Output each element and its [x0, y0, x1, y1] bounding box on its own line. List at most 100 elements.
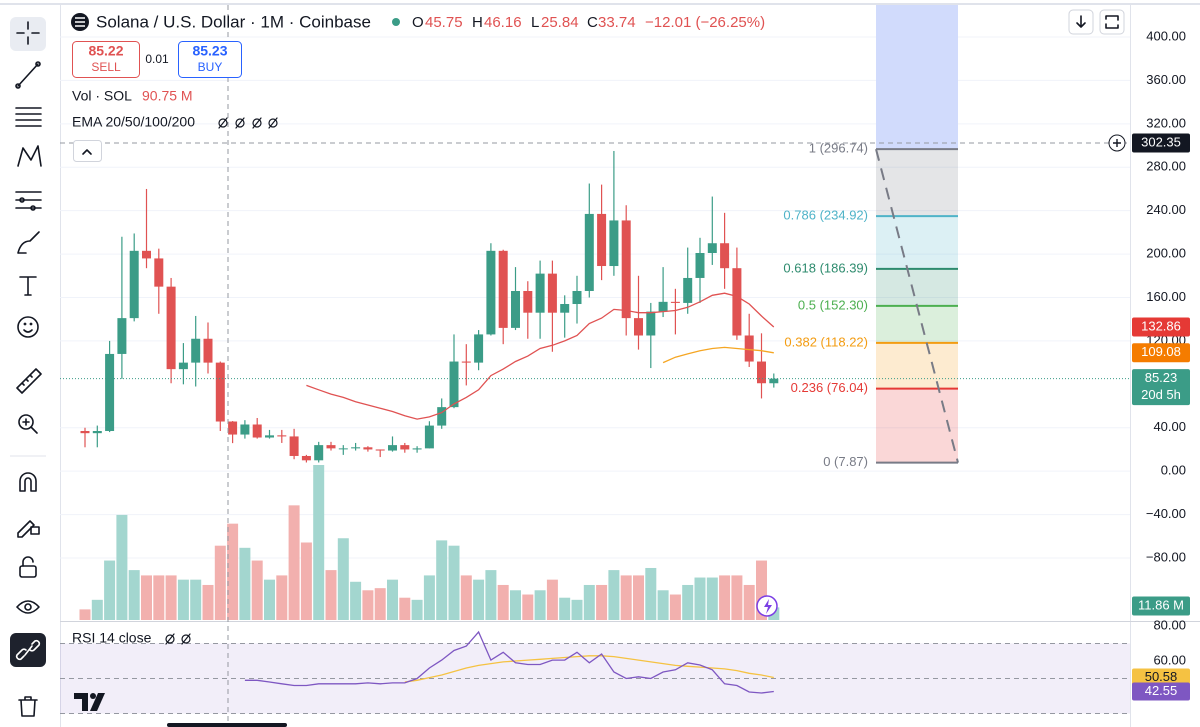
price-label: 109.08 — [1141, 344, 1181, 359]
price-label: 85.23 — [1145, 370, 1178, 385]
volume-bar — [460, 575, 472, 620]
sell-button[interactable] — [72, 41, 140, 78]
delete-tool[interactable] — [18, 696, 38, 717]
candle-body — [166, 286, 176, 370]
volume-bar — [608, 570, 620, 620]
download-icon — [1076, 15, 1086, 28]
candle-body — [597, 213, 607, 267]
fib-tool[interactable] — [15, 107, 42, 127]
volume-bar — [79, 609, 91, 620]
magnet-tool[interactable] — [19, 472, 37, 492]
volume-bar — [485, 570, 497, 620]
ema-legend: EMA 20/50/100/200 — [72, 114, 195, 130]
price-label-bg — [1132, 133, 1190, 153]
candle-body — [474, 334, 484, 363]
candle-body — [621, 220, 631, 319]
volume-bar — [202, 584, 214, 620]
logo-part — [90, 693, 105, 711]
volume-bar — [682, 584, 694, 620]
volume-bar — [633, 575, 644, 620]
ohlc-value: 46.16 — [484, 14, 522, 31]
link-tool[interactable] — [15, 639, 41, 661]
volume-bar — [177, 579, 189, 620]
volume-bar — [559, 597, 571, 620]
sell-label: SELL — [91, 60, 121, 74]
buy-button[interactable] — [178, 41, 242, 78]
candle-body — [326, 445, 336, 449]
candle-body — [154, 258, 164, 287]
scrollbar[interactable] — [167, 723, 287, 727]
rsi-hidden-icons[interactable] — [165, 633, 191, 645]
volume-bar — [522, 594, 534, 620]
text-tool[interactable] — [19, 276, 37, 296]
candle-body — [191, 338, 201, 363]
y-tick-label: 0.00 — [1161, 463, 1186, 478]
indicator-legends: Vol · SOL 90.75 M EMA 20/50/100/200 RSI … — [72, 88, 278, 646]
fib-label: 0.618 (186.39) — [783, 260, 868, 275]
volume-bar — [756, 560, 767, 620]
lock-draw-tool[interactable] — [17, 520, 40, 538]
brush-tool[interactable] — [17, 231, 40, 254]
volume-bar — [510, 590, 521, 620]
candle-body — [461, 361, 471, 363]
fullscreen-button[interactable] — [1099, 9, 1125, 35]
candle-body — [351, 447, 361, 449]
ema-hidden-icons[interactable] — [218, 117, 278, 129]
fib-zone — [876, 149, 958, 217]
candle-body — [449, 361, 459, 408]
fib-trend — [875, 148, 959, 463]
ohlc-value: 33.74 — [598, 14, 636, 31]
candle-body — [424, 425, 434, 449]
candle-body — [744, 335, 754, 362]
candle-body — [560, 304, 570, 313]
candle-body — [695, 252, 705, 278]
y-tick-label: 160.00 — [1146, 289, 1186, 304]
plot: 1 (296.74) 0.786 (234.92) 0.618 (186.39) 0.… — [60, 5, 1130, 714]
candle-body — [486, 250, 496, 335]
volume-bar — [719, 575, 731, 620]
candle-body — [658, 301, 668, 312]
candle-body — [178, 362, 188, 370]
emoji-tool[interactable] — [17, 316, 39, 338]
volume-bar — [374, 588, 386, 620]
volume-bar — [153, 575, 165, 620]
rsi-line — [244, 630, 774, 694]
candle-body — [375, 449, 385, 451]
price-change: −12.01 (−26.25%) — [645, 14, 765, 31]
volume-bar — [141, 575, 152, 620]
candle-body — [117, 318, 127, 354]
volume-legend-value: 90.75 M — [142, 88, 193, 104]
volume-bar — [276, 575, 288, 620]
measure-tool[interactable] — [16, 368, 42, 394]
pattern-tool[interactable] — [17, 145, 42, 167]
rsi-legend: RSI 14 close — [72, 630, 152, 646]
sell-price: 85.22 — [88, 43, 123, 59]
symbol-icon-mark — [75, 17, 85, 27]
lock-tool[interactable] — [19, 556, 37, 578]
zoom-tool[interactable] — [18, 414, 38, 434]
fib-label: 0 (7.87) — [823, 454, 868, 469]
hide-tool[interactable] — [16, 600, 40, 614]
fib-top-zone — [876, 5, 958, 150]
candle-body — [400, 445, 410, 450]
candle-body — [277, 435, 287, 437]
fib-label: 0.5 (152.30) — [798, 297, 868, 312]
rsi-label: 50.58 — [1145, 669, 1178, 684]
volume-bar — [128, 570, 140, 620]
volume-bar — [264, 579, 275, 620]
candle-body — [142, 250, 151, 259]
y-tick-label: 200.00 — [1146, 246, 1186, 261]
volume-bar — [596, 584, 608, 620]
add-alert-icon — [1113, 138, 1121, 147]
fib-label: 0.382 (118.22) — [784, 334, 868, 349]
crosshair-tool[interactable] — [16, 21, 40, 45]
fib-label: 0.236 (76.04) — [791, 380, 868, 395]
volume-bar — [325, 570, 337, 620]
forecast-tool[interactable] — [15, 191, 42, 211]
volume-label: 11.86 M — [1138, 597, 1184, 612]
volume-bar — [116, 514, 128, 620]
trendline-tool[interactable] — [15, 61, 41, 89]
candle-body — [363, 447, 373, 450]
rsi-label-bg — [1132, 668, 1190, 687]
ohlc-value: 45.75 — [425, 14, 463, 31]
